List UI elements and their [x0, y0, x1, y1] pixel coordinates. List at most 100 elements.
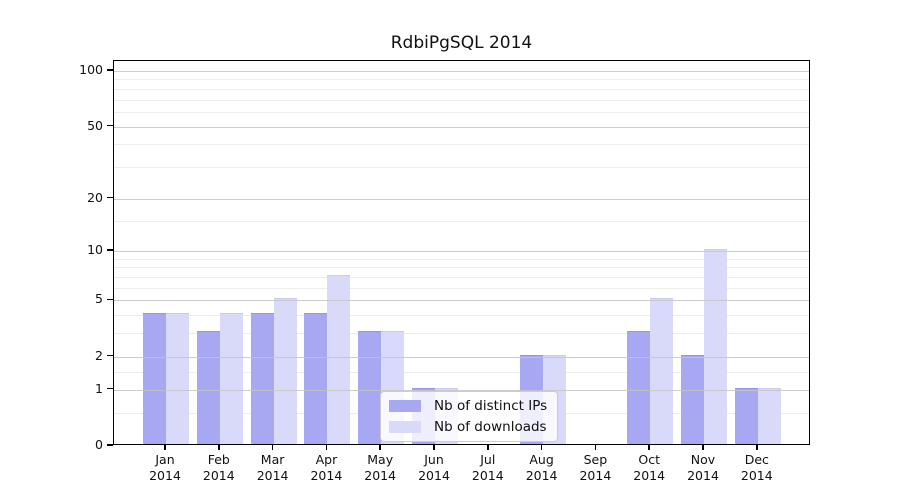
x-tick-year: 2014: [310, 468, 343, 483]
x-axis-tick-mark: [594, 445, 597, 450]
chart-title: RdbiPgSQL 2014: [390, 33, 533, 53]
x-axis-tick-mark: [702, 445, 704, 450]
y-axis-tick-mark: [107, 124, 113, 127]
legend-item-distinct-ips: Nb of distinct IPs: [389, 398, 547, 414]
x-tick-month: Sep: [583, 452, 608, 467]
x-tick-year: 2014: [364, 468, 397, 483]
x-axis-tick-mark: [218, 445, 220, 450]
y-axis-tick-label: 50: [87, 117, 103, 133]
x-tick-year: 2014: [149, 468, 181, 483]
bar-distinct-ips: [304, 313, 328, 444]
minor-gridline: [114, 220, 809, 222]
bar-downloads: [166, 313, 189, 444]
major-gridline: [114, 126, 809, 128]
major-gridline: [114, 198, 809, 200]
bar-downloads: [327, 275, 351, 444]
x-axis-tick-mark: [433, 445, 435, 450]
x-tick-month: Oct: [638, 452, 660, 467]
bar-distinct-ips: [358, 331, 382, 444]
minor-gridline: [114, 99, 809, 101]
y-axis-tick-mark: [107, 354, 113, 357]
x-axis-tick-mark: [756, 445, 758, 450]
legend-label-distinct-ips: Nb of distinct IPs: [434, 398, 548, 414]
x-axis-tick-label: Aug 2014: [500, 452, 584, 484]
major-gridline: [114, 356, 809, 358]
x-tick-year: 2014: [633, 468, 666, 483]
legend-swatch-distinct-ips: [389, 400, 421, 412]
y-axis-tick-mark: [107, 196, 113, 199]
x-axis-tick-mark: [379, 445, 381, 450]
x-tick-month: Dec: [744, 452, 769, 467]
x-axis-tick-label: Feb 2014: [177, 452, 261, 484]
minor-gridline: [114, 315, 809, 317]
minor-gridline: [114, 88, 809, 90]
y-axis-tick-label: 0: [95, 437, 103, 452]
y-axis-tick-mark: [107, 387, 113, 390]
legend-label-downloads: Nb of downloads: [434, 419, 547, 435]
x-tick-year: 2014: [687, 468, 719, 483]
bar-distinct-ips: [681, 354, 704, 444]
x-tick-year: 2014: [418, 468, 450, 483]
x-tick-month: Jun: [424, 452, 444, 467]
x-axis-tick-mark: [325, 445, 328, 450]
x-axis-tick-label: Oct 2014: [607, 452, 691, 484]
x-tick-month: Aug: [529, 452, 554, 467]
minor-gridline: [114, 371, 809, 373]
minor-gridline: [114, 144, 809, 146]
x-tick-year: 2014: [471, 468, 504, 483]
y-axis-tick-mark: [107, 298, 113, 301]
y-axis-tick-mark: [107, 249, 113, 251]
x-tick-month: Apr: [315, 452, 338, 467]
y-axis-tick-label: 20: [87, 189, 103, 205]
x-tick-year: 2014: [525, 468, 558, 483]
bar-distinct-ips: [627, 331, 651, 444]
y-axis-tick-label: 10: [87, 242, 103, 258]
bar-distinct-ips: [143, 313, 166, 444]
bar-distinct-ips: [196, 331, 220, 444]
x-tick-month: Mar: [260, 452, 285, 467]
x-axis-tick-label: Nov 2014: [661, 452, 745, 484]
minor-gridline: [114, 79, 809, 81]
minor-gridline: [114, 258, 809, 260]
x-tick-month: Jul: [480, 452, 496, 467]
bar-downloads: [650, 298, 674, 444]
x-tick-year: 2014: [202, 468, 235, 483]
y-axis-tick-label: 5: [95, 291, 103, 307]
x-axis-tick-label: Jun 2014: [392, 452, 476, 484]
x-axis-tick-label: Sep 2014: [553, 452, 637, 484]
minor-gridline: [114, 267, 809, 269]
x-axis-tick-mark: [487, 445, 489, 450]
x-axis-tick-mark: [648, 445, 650, 450]
y-axis-tick-label: 100: [79, 62, 103, 77]
x-tick-year: 2014: [256, 468, 289, 483]
legend: Nb of distinct IPs Nb of downloads: [380, 391, 559, 442]
x-tick-month: Feb: [207, 452, 230, 467]
bar-distinct-ips: [734, 387, 758, 444]
x-axis-tick-mark: [271, 445, 274, 450]
x-axis-tick-label: Mar 2014: [231, 452, 315, 484]
x-axis-tick-label: Dec 2014: [715, 452, 799, 484]
x-axis-tick-mark: [164, 445, 166, 450]
minor-gridline: [114, 111, 809, 113]
y-axis-tick-mark: [107, 444, 113, 446]
legend-item-downloads: Nb of downloads: [389, 419, 547, 435]
x-axis-tick-label: Jul 2014: [446, 452, 530, 484]
minor-gridline: [114, 277, 809, 279]
minor-gridline: [114, 287, 809, 289]
y-axis-tick-label: 2: [95, 347, 103, 363]
major-gridline: [114, 71, 809, 72]
x-axis-tick-label: Apr 2014: [284, 452, 368, 484]
minor-gridline: [114, 333, 809, 335]
bar-downloads: [273, 298, 297, 444]
x-tick-month: May: [367, 452, 394, 467]
legend-swatch-downloads: [389, 421, 421, 433]
y-axis-tick-mark: [107, 69, 113, 71]
bar-downloads: [704, 249, 727, 444]
minor-gridline: [114, 166, 809, 168]
x-axis-tick-label: Jan 2014: [123, 452, 207, 484]
x-tick-year: 2014: [740, 468, 773, 483]
major-gridline: [114, 389, 809, 391]
x-tick-month: Nov: [690, 452, 716, 467]
x-axis-tick-mark: [540, 445, 543, 450]
